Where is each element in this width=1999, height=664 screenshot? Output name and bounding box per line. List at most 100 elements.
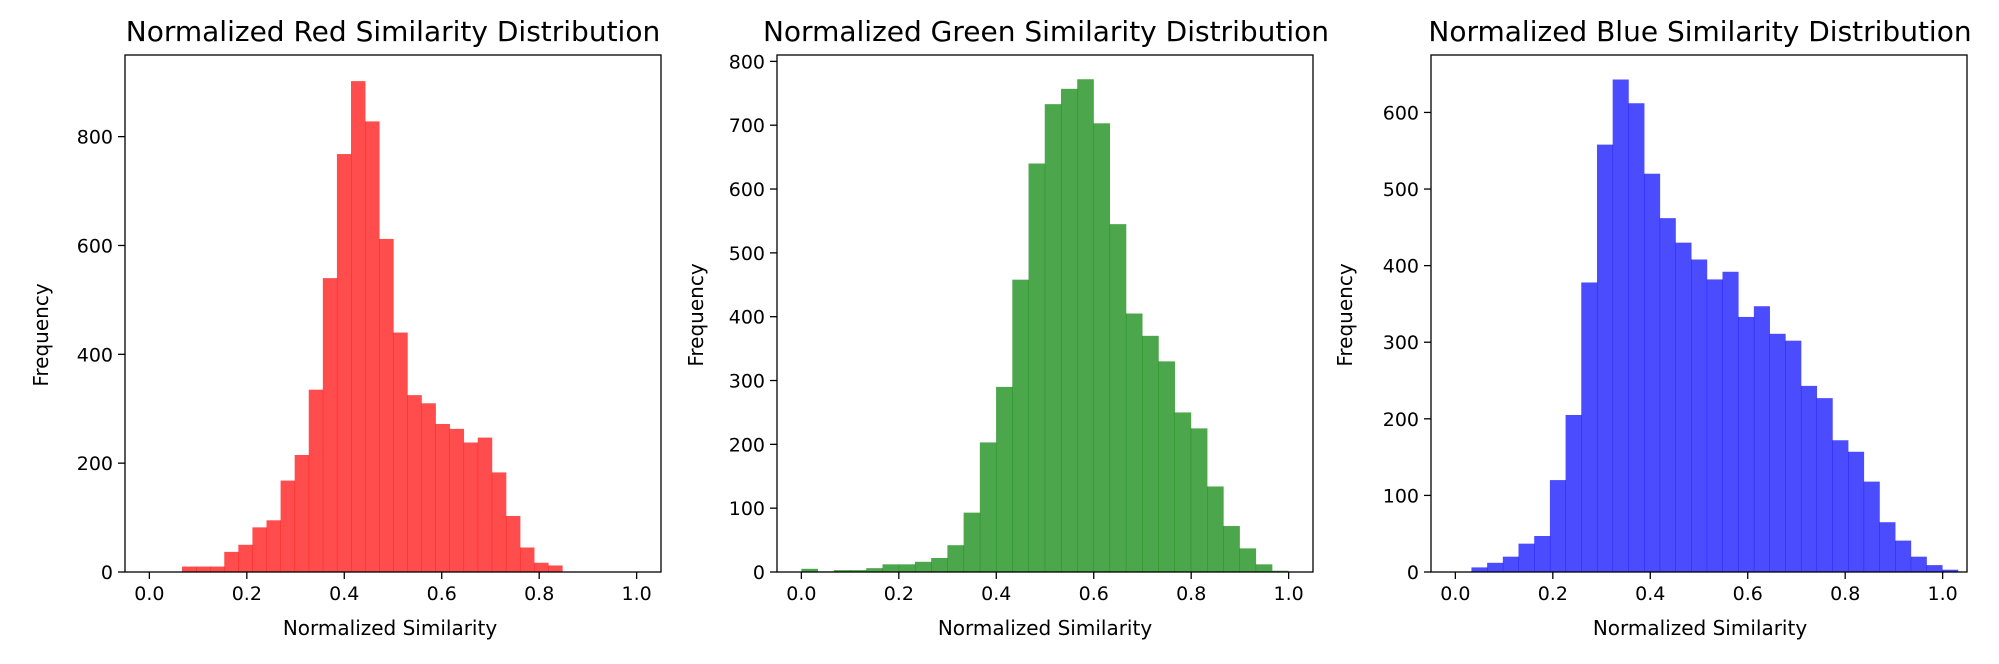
histogram-bar — [1863, 481, 1880, 572]
histogram-bar — [1174, 412, 1192, 572]
histogram-bar — [1706, 279, 1723, 572]
histogram-bar — [519, 547, 535, 572]
plot-frame — [776, 54, 1314, 573]
y-tick-label: 400 — [729, 307, 765, 329]
histogram-bar — [1753, 306, 1770, 572]
histogram-bar — [1738, 316, 1755, 572]
histogram-bar — [1628, 103, 1645, 572]
histogram-bar — [801, 568, 818, 572]
histogram-bar — [1910, 556, 1927, 572]
histogram-bar — [866, 568, 883, 572]
x-tick-label: 1.0 — [1274, 583, 1304, 605]
histogram-bar — [1769, 333, 1786, 572]
x-tick-label: 0.6 — [1079, 583, 1109, 605]
histogram-bar — [351, 81, 366, 573]
chart-title: Normalized Red Similarity Distribution — [126, 15, 660, 48]
histogram-bar — [1502, 556, 1519, 572]
histogram-bar — [196, 566, 211, 572]
x-tick-label: 0.0 — [1440, 583, 1470, 605]
histogram-bar — [238, 544, 253, 572]
histogram-bar — [308, 389, 324, 572]
x-tick-label: 0.8 — [524, 583, 554, 605]
histogram-bar — [365, 121, 380, 572]
histogram-bar — [266, 520, 281, 572]
y-tick-label: 200 — [77, 453, 113, 475]
histogram-bar — [1644, 173, 1661, 572]
histogram-bar — [182, 566, 197, 572]
y-tick-label: 800 — [729, 51, 765, 73]
histogram-bar — [477, 437, 493, 572]
histogram-bar — [898, 564, 916, 572]
y-tick-label: 0 — [101, 562, 113, 584]
histogram-bar — [1109, 224, 1127, 572]
histogram-bar — [463, 442, 479, 572]
histogram-bar — [336, 154, 352, 573]
histogram-bar — [1675, 242, 1692, 572]
x-tick-label: 1.0 — [1928, 583, 1958, 605]
histogram-bar — [947, 545, 965, 572]
histogram-bar — [1190, 428, 1208, 572]
histogram-bar — [1044, 104, 1062, 573]
histogram-bar — [1223, 526, 1240, 572]
x-tick-label: 0.8 — [1176, 583, 1206, 605]
histogram-bar — [294, 454, 310, 572]
y-tick-label: 500 — [729, 243, 765, 265]
histogram-bar — [1518, 543, 1535, 572]
histogram-bar — [1012, 279, 1029, 572]
histogram-bar — [407, 395, 422, 572]
histogram-bar — [1848, 451, 1865, 572]
histogram-bar — [850, 570, 867, 572]
histogram-bar — [1816, 398, 1833, 572]
histogram-bar — [1060, 88, 1078, 572]
histogram-bar — [1142, 335, 1159, 572]
y-axis-label: Frequency — [29, 283, 53, 386]
histogram-bar — [1942, 569, 1959, 572]
green-histogram-panel: Normalized Green Similarity Distribution… — [684, 15, 1329, 640]
histogram-bar — [1612, 79, 1629, 572]
histogram-bar — [1207, 486, 1224, 572]
x-tick-label: 0.4 — [329, 583, 359, 605]
chart-title: Normalized Blue Similarity Distribution — [1428, 15, 1971, 48]
histogram-bar — [1800, 385, 1818, 572]
x-axis-label: Normalized Similarity — [1593, 616, 1808, 640]
histogram-bar — [914, 561, 932, 572]
chart-title: Normalized Green Similarity Distribution — [763, 15, 1329, 48]
x-tick-label: 0.2 — [884, 583, 914, 605]
histogram-bar — [505, 515, 521, 572]
y-tick-label: 100 — [1383, 485, 1419, 507]
red-histogram-panel: Normalized Red Similarity Distribution N… — [29, 15, 662, 640]
plot-frame — [124, 54, 662, 573]
y-tick-label: 300 — [729, 371, 765, 393]
histogram-bar — [1691, 259, 1708, 572]
histogram-bar — [548, 565, 563, 572]
y-tick-label: 100 — [729, 498, 765, 520]
y-tick-label: 0 — [1407, 562, 1419, 584]
histogram-bar — [421, 403, 436, 572]
histogram-bar — [1722, 271, 1739, 572]
histogram-bar — [1471, 567, 1488, 572]
y-tick-label: 400 — [77, 344, 113, 366]
histogram-bar — [1895, 540, 1912, 572]
histogram-bar — [1239, 548, 1257, 572]
histogram-bar — [1879, 522, 1896, 572]
y-tick-label: 500 — [1383, 179, 1419, 201]
histogram-bar — [1028, 163, 1046, 572]
histogram-bar — [996, 386, 1013, 572]
histogram-bar — [1158, 361, 1175, 572]
histogram-bar — [1596, 144, 1614, 573]
histogram-bar — [1565, 414, 1582, 572]
x-tick-label: 0.6 — [427, 583, 457, 605]
y-tick-label: 0 — [753, 562, 765, 584]
histogram-bar — [1534, 536, 1551, 572]
x-tick-label: 0.6 — [1733, 583, 1763, 605]
histogram-bar — [1549, 480, 1566, 572]
histogram-bar — [491, 472, 507, 572]
histogram-bar — [979, 442, 997, 572]
histogram-bar — [931, 557, 948, 572]
histogram-bar — [252, 527, 267, 572]
histogram-bar — [1659, 218, 1676, 572]
histogram-bar — [1926, 565, 1943, 572]
histogram-bar — [833, 570, 851, 572]
histogram-bar — [1093, 123, 1111, 573]
